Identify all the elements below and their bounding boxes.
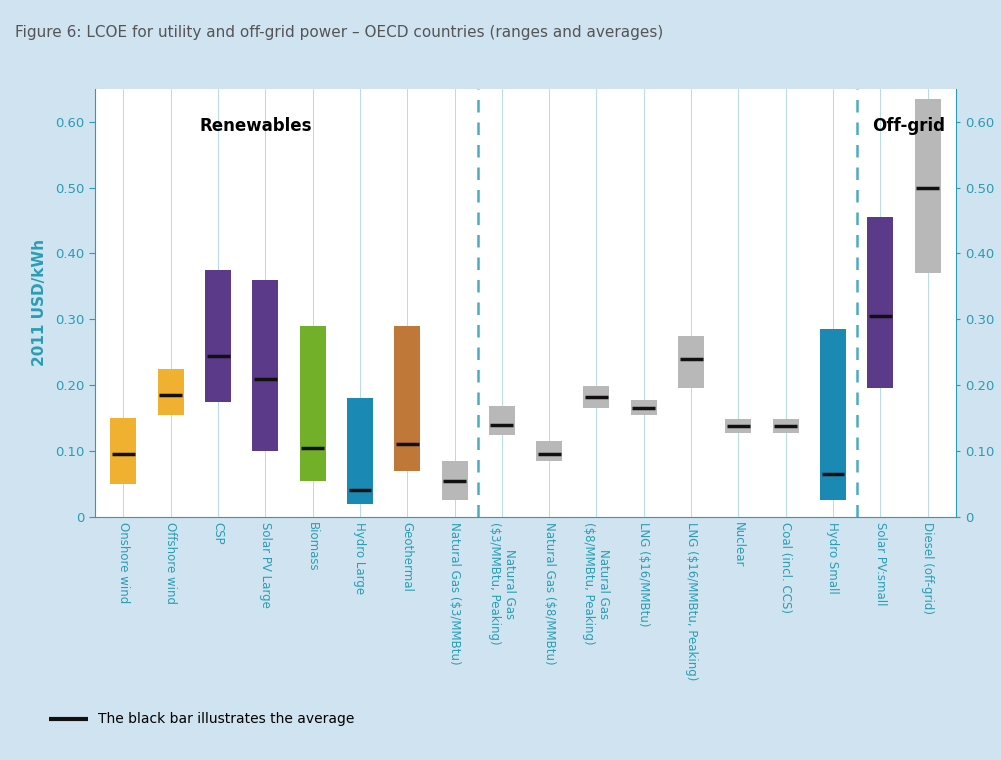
Bar <box>773 420 799 432</box>
Bar <box>678 336 704 388</box>
Bar <box>110 418 136 484</box>
Text: Off-grid: Off-grid <box>872 116 945 135</box>
Bar <box>252 280 278 451</box>
Bar <box>820 329 846 500</box>
Bar <box>631 400 657 415</box>
Bar <box>158 369 184 415</box>
Bar <box>867 217 893 388</box>
Bar <box>488 406 515 435</box>
Text: Renewables: Renewables <box>199 116 312 135</box>
Bar <box>584 387 610 408</box>
Text: The black bar illustrates the average: The black bar illustrates the average <box>98 712 354 726</box>
Bar <box>299 326 325 480</box>
Bar <box>347 398 373 504</box>
Bar <box>726 420 752 432</box>
Bar <box>205 270 231 401</box>
Text: Figure 6: LCOE for utility and off-grid power – OECD countries (ranges and avera: Figure 6: LCOE for utility and off-grid … <box>15 25 664 40</box>
Bar <box>915 99 941 274</box>
Bar <box>441 461 467 500</box>
Bar <box>394 326 420 470</box>
Bar <box>537 441 563 461</box>
Y-axis label: 2011 USD/kWh: 2011 USD/kWh <box>32 239 47 366</box>
